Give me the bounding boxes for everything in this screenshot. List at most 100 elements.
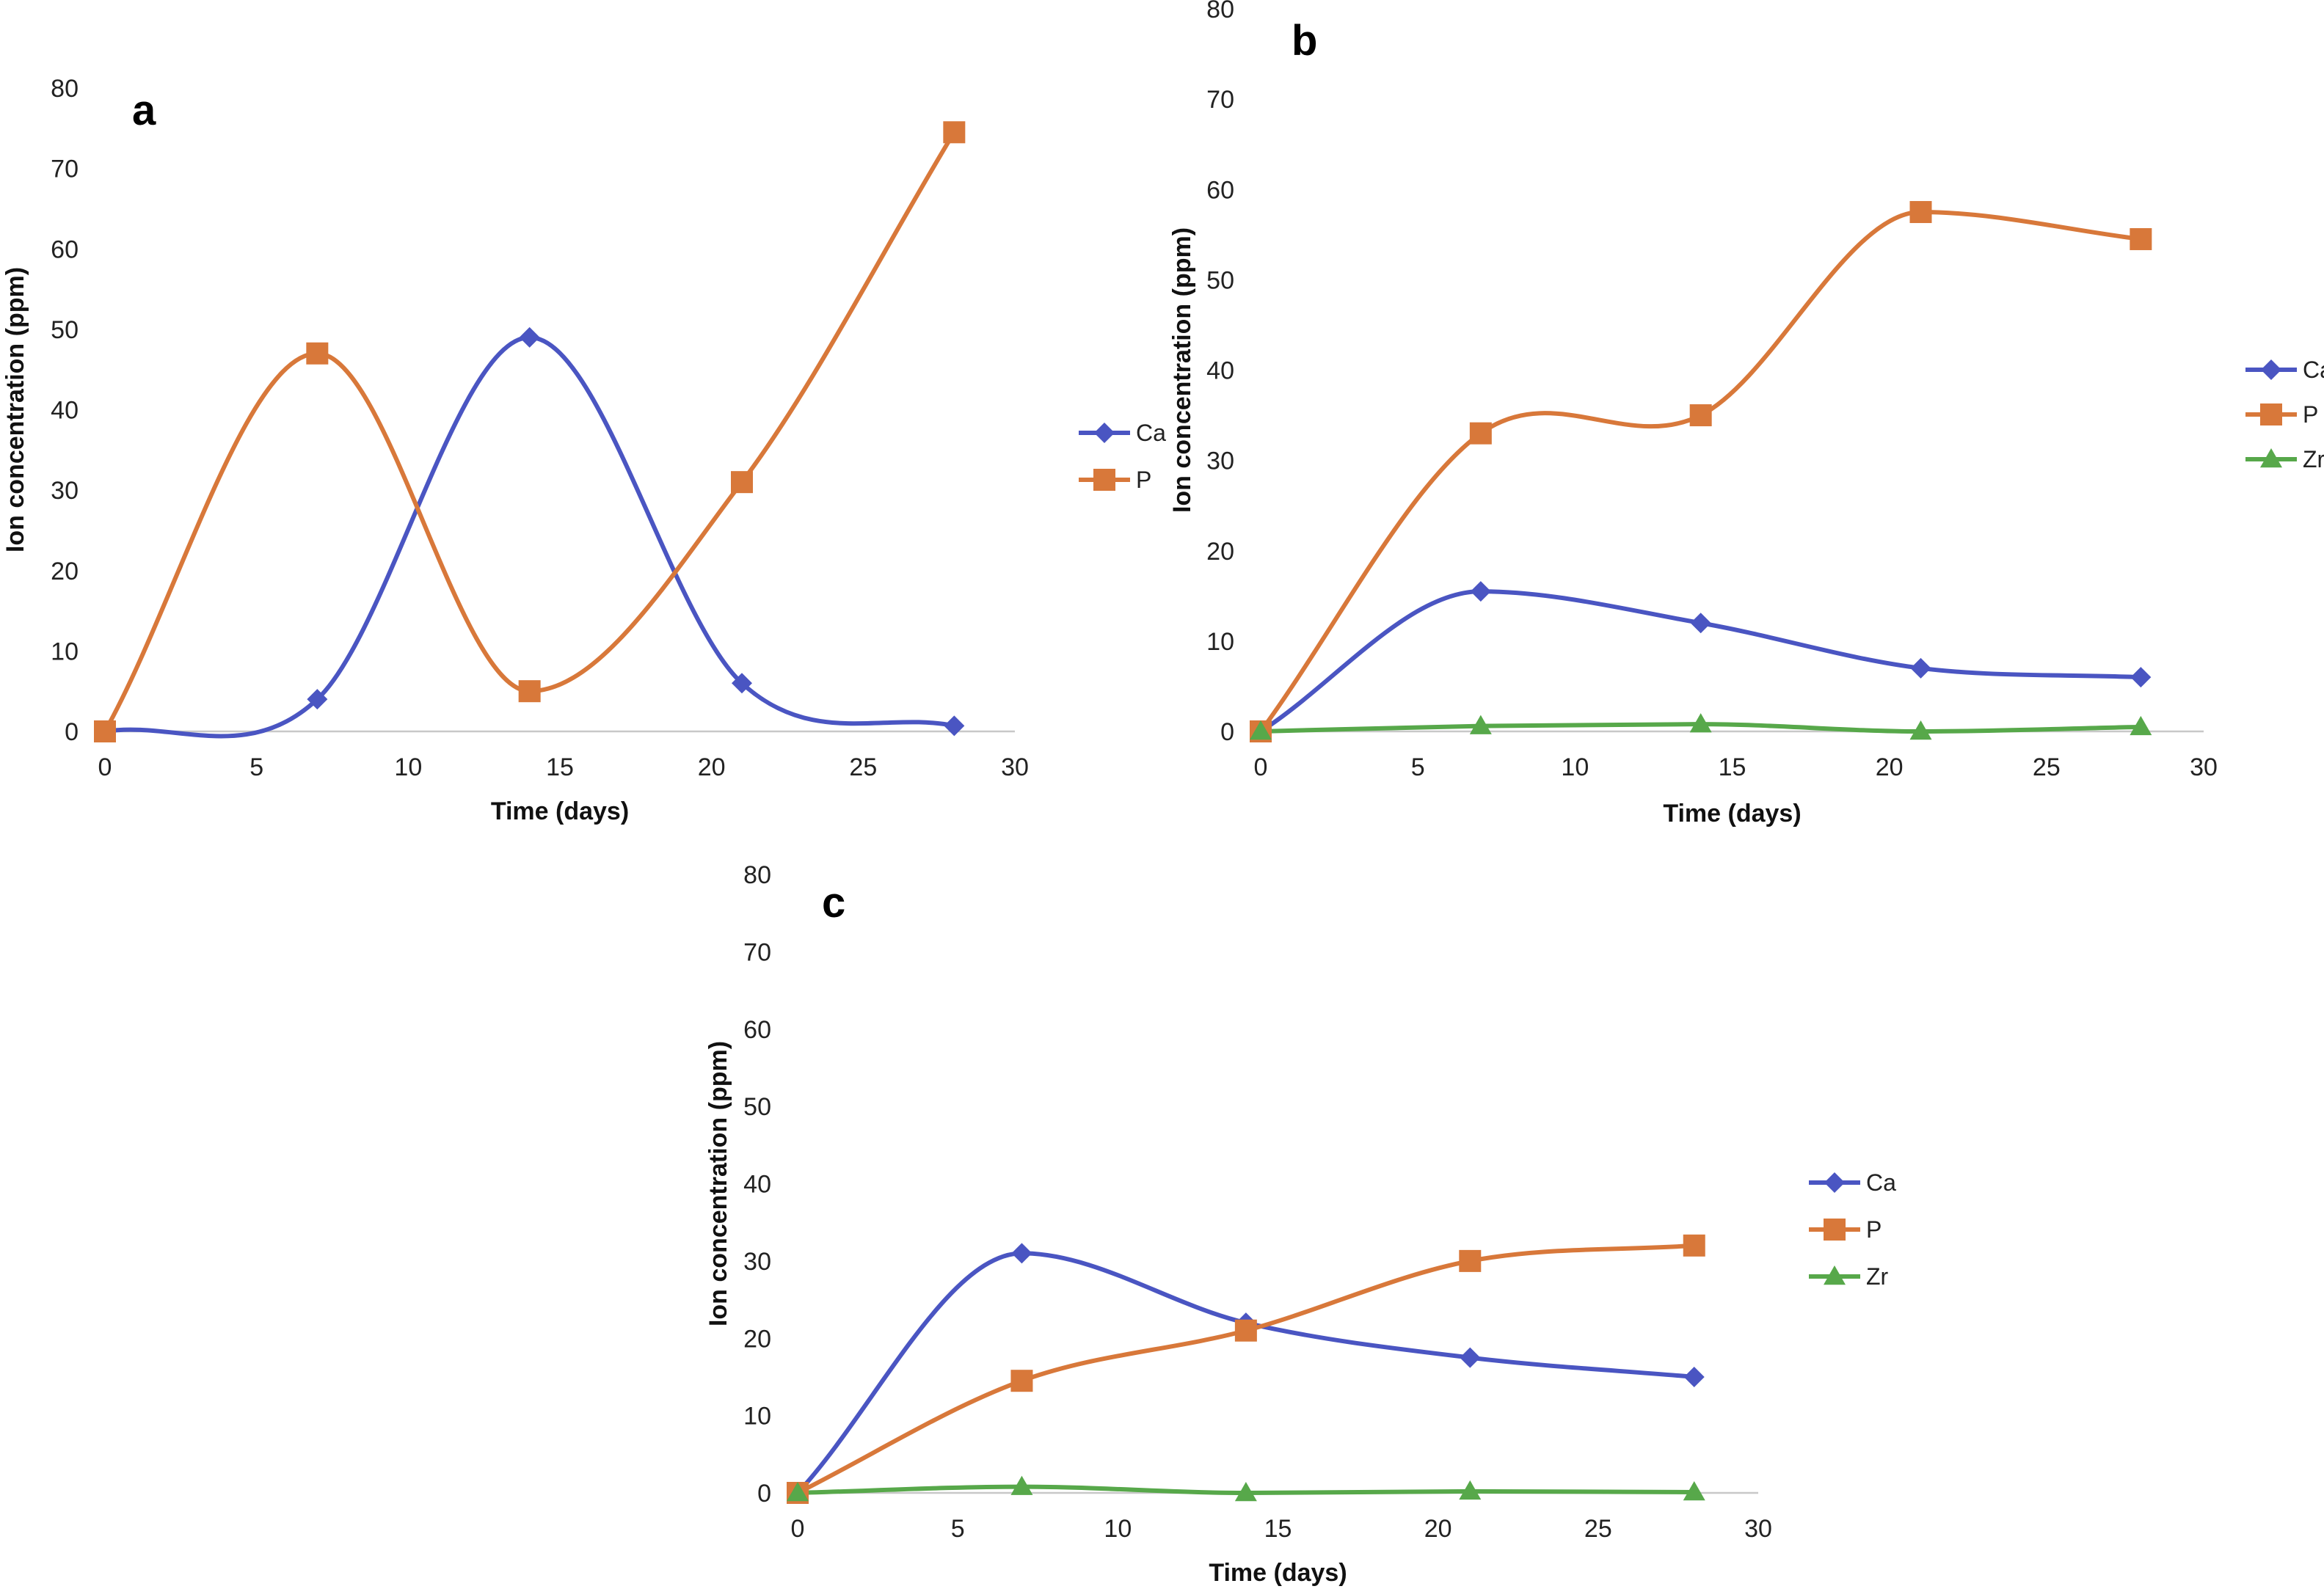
legend-marker-p <box>1824 1219 1846 1241</box>
data-point-zr <box>1469 715 1492 734</box>
data-point-p <box>1469 422 1492 445</box>
series-line-p <box>795 1243 1697 1495</box>
y-tick-label: 0 <box>1220 718 1234 746</box>
x-tick-label: 10 <box>394 753 422 781</box>
y-tick-label: 40 <box>1206 357 1234 385</box>
data-point-ca <box>1470 581 1491 602</box>
data-point-p <box>1689 404 1712 427</box>
panel-label: b <box>1292 17 1317 65</box>
y-tick-label: 70 <box>1206 86 1234 114</box>
data-point-p <box>1683 1234 1705 1257</box>
y-axis-title: Ion concentration (ppm) <box>1168 227 1196 513</box>
y-tick-label: 50 <box>51 316 79 344</box>
y-tick-label: 80 <box>1206 0 1234 23</box>
y-axis-title: Ion concentration (ppm) <box>704 1041 732 1326</box>
x-tick-label: 15 <box>1264 1515 1292 1543</box>
data-point-ca <box>1683 1366 1705 1387</box>
data-point-ca <box>732 673 752 694</box>
x-tick-label: 20 <box>1424 1515 1452 1543</box>
x-axis-title: Time (days) <box>1209 1559 1347 1587</box>
series-line-p <box>103 130 957 734</box>
y-tick-label: 60 <box>743 1016 771 1044</box>
x-tick-label: 5 <box>249 753 263 781</box>
x-tick-label: 0 <box>1254 753 1268 781</box>
y-tick-label: 40 <box>743 1171 771 1199</box>
data-point-p <box>1909 201 1932 224</box>
data-point-p <box>1010 1370 1033 1392</box>
series-line-ca <box>795 1251 1697 1495</box>
legend-label-p: P <box>2303 401 2318 428</box>
data-point-ca <box>1011 1243 1032 1264</box>
data-point-zr <box>1683 1480 1705 1501</box>
legend-marker-zr <box>2260 448 2282 468</box>
legend-marker-p <box>2260 403 2282 425</box>
legend-marker-p <box>1093 469 1115 491</box>
data-point-zr <box>787 1482 809 1502</box>
data-point-ca <box>1910 657 1931 679</box>
x-tick-label: 20 <box>1876 753 1904 781</box>
y-tick-label: 0 <box>65 718 79 746</box>
data-point-p <box>1459 1249 1482 1272</box>
y-tick-label: 10 <box>1206 628 1234 656</box>
y-tick-label: 50 <box>1206 266 1234 294</box>
x-tick-label: 25 <box>1584 1515 1612 1543</box>
y-tick-label: 20 <box>51 558 79 585</box>
legend-marker-ca <box>2261 359 2281 380</box>
legend-marker-zr <box>1824 1265 1846 1285</box>
legend-marker-ca <box>1094 423 1115 443</box>
y-tick-label: 70 <box>743 938 771 966</box>
panel-label: c <box>822 879 845 927</box>
x-tick-label: 25 <box>849 753 877 781</box>
data-point-zr <box>2130 715 2152 736</box>
data-point-ca <box>307 689 328 710</box>
data-point-p <box>94 720 116 742</box>
panel-label: a <box>132 87 156 134</box>
data-point-p <box>1234 1319 1257 1342</box>
chart-panel-c: 0 10 20 30 40 50 60 70 80 0 5 10 15 20 25 30 Time (days)… <box>704 861 1896 1587</box>
data-point-p <box>518 680 541 703</box>
data-point-ca <box>519 326 540 348</box>
data-point-ca <box>1460 1347 1481 1368</box>
y-tick-label: 0 <box>757 1480 771 1508</box>
data-point-ca <box>2130 667 2152 688</box>
data-point-zr <box>1250 720 1272 740</box>
x-tick-label: 30 <box>1001 753 1029 781</box>
series-line-ca <box>103 335 957 739</box>
x-tick-label: 15 <box>546 753 574 781</box>
legend-label-ca: Ca <box>2303 357 2324 383</box>
x-tick-label: 5 <box>1411 753 1425 781</box>
y-tick-label: 30 <box>51 477 79 505</box>
data-point-zr <box>1010 1475 1033 1495</box>
legend-label-zr: Zr <box>1866 1263 1889 1290</box>
y-tick-label: 20 <box>743 1325 771 1353</box>
x-axis-title: Time (days) <box>1663 800 1801 828</box>
x-tick-label: 0 <box>98 753 112 781</box>
y-tick-label: 50 <box>743 1093 771 1121</box>
x-tick-label: 10 <box>1104 1515 1132 1543</box>
data-point-ca <box>1690 613 1711 634</box>
x-tick-label: 0 <box>791 1515 805 1543</box>
data-point-p <box>731 471 753 494</box>
x-tick-label: 10 <box>1561 753 1589 781</box>
chart-panel-b: 0 10 20 30 40 50 60 70 80 0 5 10 15 20 25 30 Time (days)… <box>1168 0 2324 828</box>
y-axis-title: Ion concentration (ppm) <box>1 267 29 552</box>
x-tick-label: 5 <box>951 1515 965 1543</box>
y-tick-label: 60 <box>1206 176 1234 204</box>
legend-label-ca: Ca <box>1866 1169 1896 1196</box>
data-point-zr <box>1234 1482 1257 1502</box>
x-axis-title: Time (days) <box>491 797 629 825</box>
x-tick-label: 30 <box>2190 753 2218 781</box>
data-point-zr <box>1459 1480 1482 1500</box>
data-point-ca <box>944 715 965 737</box>
y-tick-label: 40 <box>51 397 79 425</box>
x-tick-label: 30 <box>1744 1515 1772 1543</box>
series-line-p <box>1258 210 2143 734</box>
legend-label-p: P <box>1136 467 1151 493</box>
data-point-p <box>306 342 329 365</box>
legend-label-p: P <box>1866 1216 1882 1243</box>
y-tick-label: 10 <box>51 638 79 665</box>
y-tick-label: 10 <box>743 1403 771 1431</box>
data-point-zr <box>1689 713 1712 733</box>
y-tick-label: 80 <box>51 75 79 103</box>
